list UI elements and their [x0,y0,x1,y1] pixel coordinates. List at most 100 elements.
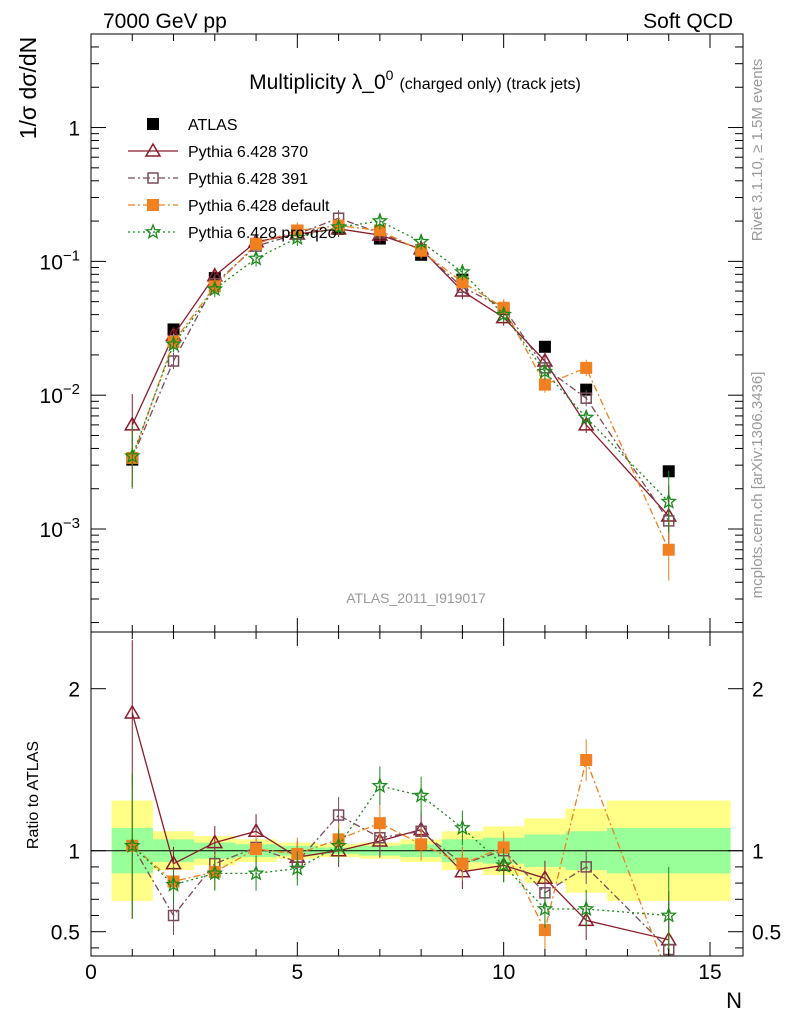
x-tick-label: 5 [291,961,303,984]
ratio-y-tick-label-right: 2 [752,679,764,702]
ratio-y-axis-label: Ratio to ATLAS [25,741,42,849]
ratio-point [288,859,306,876]
ratio-series-pythia-pro-q2o [123,766,678,956]
data-point [580,392,592,404]
ratio-panel: 0.5 0.5 1 1 2 2 0 5 10 15 [51,631,781,984]
series-line-pythia-pro-q2o [131,220,670,503]
series-pythia-370 [123,220,678,547]
ratio-point [250,843,263,856]
ratio-point [332,809,345,821]
ratio-point [373,817,386,830]
legend-marker [147,172,159,184]
data-point [250,237,263,250]
legend-entry-pythia-default: Pythia 6.428 default [128,198,330,215]
x-axis-label: N [726,988,742,1013]
ratio-point [538,924,551,937]
data-point [330,218,348,235]
ratio-point [415,838,428,851]
mcplots-label: mcplots.cern.ch [arXiv:1306.3436] [749,372,766,599]
data-point [538,340,551,353]
y-tick-label: 10−3 [40,515,80,542]
legend-label: ATLAS [188,117,238,134]
ratio-y-tick-label: 2 [68,679,80,702]
chart-title-sub: (charged only) (track jets) [399,76,580,93]
x-tick-label: 10 [492,961,515,984]
ratio-plot-frame [90,631,744,957]
ratio-point [330,837,348,853]
ratio-point [123,836,141,853]
ratio-point [371,777,389,794]
ratio-point [167,909,180,922]
legend-marker [147,199,159,211]
data-point [206,280,224,297]
ratio-point [453,819,471,836]
header-category-label: Soft QCD [643,10,733,33]
analysis-watermark: ATLAS_2011_I919017 [346,590,486,606]
data-point [371,212,389,229]
data-point [454,282,471,297]
data-point [660,492,678,509]
ratio-y-tick-label: 1 [68,841,80,864]
data-point [577,408,595,425]
legend-marker [147,118,159,130]
series-pythia-pro-q2o [123,212,678,533]
ratio-point [206,864,224,881]
ratio-point [536,900,554,917]
data-point [165,335,182,352]
legend-label: Pythia 6.428 370 [188,144,308,161]
data-point [536,362,554,379]
ratio-point [123,704,141,719]
data-point [415,244,428,257]
ratio-point [456,857,469,870]
data-point [373,224,386,237]
legend-marker [144,142,162,157]
x-tick-label: 15 [698,961,721,984]
series-atlas [126,222,675,478]
ratio-series-group [123,640,678,983]
data-point [577,416,595,431]
rivet-version-label: Rivet 3.1.10, ≥ 1.5M events [749,59,766,242]
ratio-point [165,875,182,892]
data-point [538,378,551,391]
chart-title: Multiplicity λ_00 (charged only) (track j… [249,67,581,94]
x-tick-label: 0 [85,961,97,984]
y-tick-label: 10−1 [40,247,80,274]
legend-label: Pythia 6.428 default [188,198,330,215]
ratio-point [663,971,675,983]
data-point [123,447,141,464]
legend-label: Pythia 6.428 pro-q2o [188,225,337,242]
y-tick-label: 10−2 [40,381,80,408]
ratio-point [247,864,265,881]
ratio-point [660,906,678,923]
data-point [456,276,469,289]
legend-entry-pythia-pro-q2o: Pythia 6.428 pro-q2o [128,223,337,242]
main-y-axis-label: 1/σ dσ/dN [15,37,41,140]
ratio-point [497,841,510,854]
ratio-point [495,856,513,873]
ratio-point [580,861,592,873]
data-point [288,228,306,245]
header-energy-label: 7000 GeV pp [103,10,227,33]
legend-entry-atlas: ATLAS [147,117,238,134]
y-tick-label: 1 [68,118,80,141]
data-point [167,355,180,367]
legend-entry-pythia-391: Pythia 6.428 391 [128,171,308,188]
ratio-y-tick-label-right: 0.5 [752,922,781,945]
ratio-point [412,786,430,803]
data-point [580,361,593,374]
data-point [247,249,265,266]
data-point [662,543,675,556]
ratio-point [577,900,595,917]
chart-title-sup: 0 [386,67,394,83]
legend-label: Pythia 6.428 391 [188,171,308,188]
ratio-y-tick-label-right: 1 [752,841,764,864]
legend: ATLAS Pythia 6.428 370 Pythia 6.428 391 Pyt… [128,117,337,242]
data-point [495,305,513,322]
series-pythia-default [126,217,675,581]
legend-entry-pythia-370: Pythia 6.428 370 [128,142,308,161]
data-point [412,232,430,249]
chart-title-main: Multiplicity λ_0 [249,71,386,94]
main-panel: 10−3 10−2 10−1 1 ATLAS Pythia 6.428 370 Pythia… [40,33,744,633]
ratio-point [580,753,593,766]
